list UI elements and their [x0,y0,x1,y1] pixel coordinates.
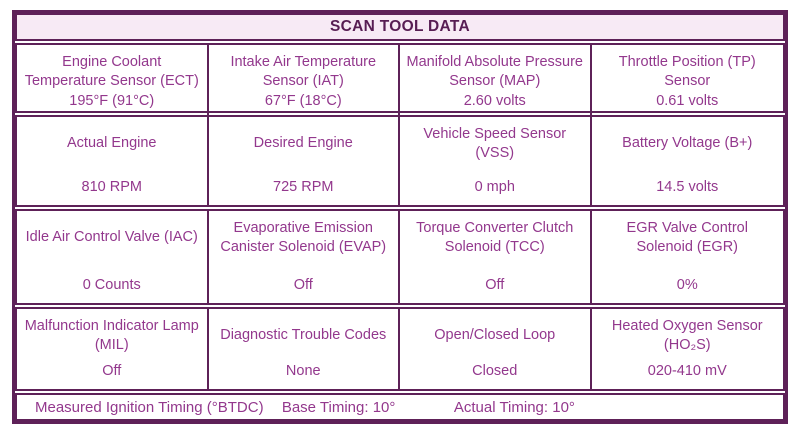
cell-label: Desired Engine [253,135,353,152]
table-title: SCAN TOOL DATA [330,18,470,35]
cell-label: Open/Closed Loop [434,327,556,344]
cell-value: 725 RPM [273,178,334,195]
cell-value: 0% [676,276,698,293]
cell-loop-status: Open/Closed Loop Closed [400,309,592,389]
cell-value: 67°F (18°C) [264,93,342,109]
base-timing-value: Base Timing: 10° [281,398,396,416]
table-title-bar: SCAN TOOL DATA [15,13,785,41]
table-row-2: Actual Engine 810 RPM Desired Engine 725… [15,115,785,207]
cell-dtc: Diagnostic Trouble Codes None [209,309,400,389]
cell-label: Evaporative Emission Canister Solenoid (… [220,219,387,255]
table-row-1: Engine Coolant Temperature Sensor (ECT) … [15,43,785,120]
cell-value: 810 RPM [81,178,142,195]
cell-label: Vehicle Speed Sensor (VSS) [423,125,567,161]
cell-tp: Throttle Position (TP) Sensor 0.61 volts [592,45,784,119]
cell-iac: Idle Air Control Valve (IAC) 0 Counts [17,211,209,303]
cell-label: Torque Converter Clutch Solenoid (TCC) [416,219,574,255]
cell-label: Battery Voltage (B+) [622,135,753,152]
cell-value: 0.61 volts [656,93,719,109]
cell-label: Diagnostic Trouble Codes [220,327,387,344]
cell-value: 0 mph [474,178,515,195]
cell-value: Closed [472,362,518,379]
cell-value: Off [293,276,313,293]
cell-desired-engine: Desired Engine 725 RPM [209,117,400,205]
cell-label: Malfunction Indicator Lamp (MIL) [24,317,199,353]
scan-tool-data-figure: SCAN TOOL DATA Engine Coolant Temperatur… [0,10,800,435]
cell-label: Idle Air Control Valve (IAC) [25,229,198,246]
cell-label: Intake Air Temperature Sensor (IAT) [230,53,377,89]
cell-map: Manifold Absolute Pressure Sensor (MAP) … [400,45,592,120]
cell-egr: EGR Valve Control Solenoid (EGR) 0% [592,211,784,303]
cell-value: 2.60 volts [463,93,526,109]
cell-vss: Vehicle Speed Sensor (VSS) 0 mph [400,117,592,205]
cell-actual-engine: Actual Engine 810 RPM [17,117,209,205]
cell-label: Throttle Position (TP) Sensor [618,53,756,89]
cell-label: Manifold Absolute Pressure Sensor (MAP) [406,53,583,89]
ignition-timing-label: Measured Ignition Timing (°BTDC) [35,398,264,416]
cell-value: 195°F (91°C) [69,93,155,109]
cell-ho2s: Heated Oxygen Sensor (HO₂S) 020-410 mV [592,309,784,389]
cell-iat: Intake Air Temperature Sensor (IAT) 67°F… [209,45,400,120]
cell-label: Engine Coolant Temperature Sensor (ECT) [24,53,199,89]
cell-mil: Malfunction Indicator Lamp (MIL) Off [17,309,209,389]
cell-value: 020-410 mV [647,362,727,379]
cell-evap: Evaporative Emission Canister Solenoid (… [209,211,400,303]
table-footer-bar: Measured Ignition Timing (°BTDC) Base Ti… [15,393,785,421]
cell-value: Off [485,276,505,293]
cell-label: EGR Valve Control Solenoid (EGR) [626,219,748,255]
table-row-3: Idle Air Control Valve (IAC) 0 Counts Ev… [15,209,785,305]
cell-value: 0 Counts [82,276,141,293]
cell-value: None [285,362,321,379]
cell-value: 14.5 volts [656,178,719,195]
cell-label: Heated Oxygen Sensor (HO₂S) [611,317,763,353]
scan-tool-table: SCAN TOOL DATA Engine Coolant Temperatur… [12,10,788,424]
cell-label: Actual Engine [67,135,157,152]
cell-value: Off [102,362,122,379]
actual-timing-value: Actual Timing: 10° [453,398,575,416]
table-row-4: Malfunction Indicator Lamp (MIL) Off Dia… [15,307,785,391]
cell-ect: Engine Coolant Temperature Sensor (ECT) … [17,45,209,120]
cell-tcc: Torque Converter Clutch Solenoid (TCC) O… [400,211,592,303]
cell-battery-voltage: Battery Voltage (B+) 14.5 volts [592,117,784,205]
